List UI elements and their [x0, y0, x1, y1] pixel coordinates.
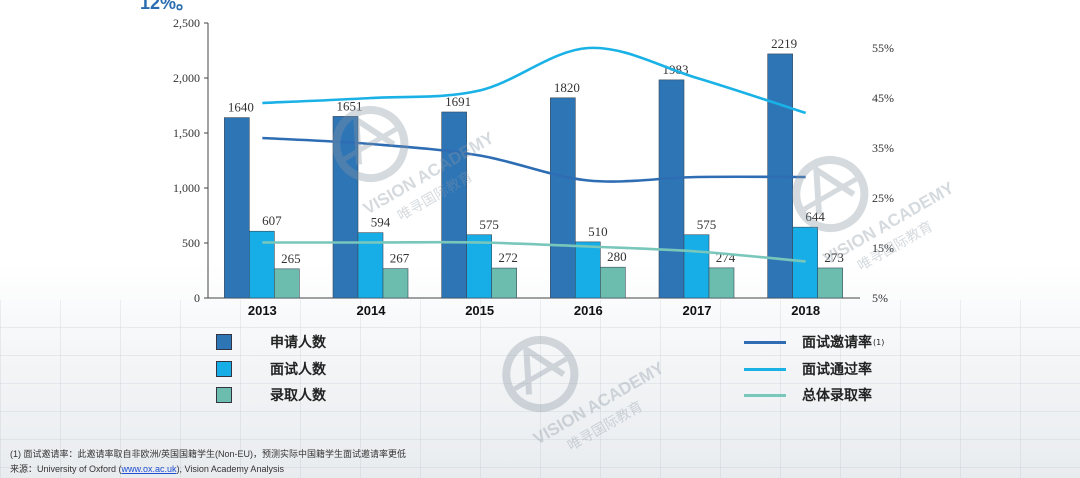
data-label: 1651	[337, 98, 363, 113]
bar	[817, 267, 843, 299]
y2-tick-label: 15%	[872, 241, 894, 255]
y2-tick-label: 35%	[872, 141, 894, 155]
y2-tick-label: 45%	[872, 91, 894, 105]
x-tick-label: 2018	[791, 303, 820, 318]
data-label: 280	[607, 249, 627, 264]
y2-tick-label: 5%	[872, 291, 888, 305]
y2-tick-label: 55%	[872, 41, 894, 55]
legend-swatch-applicants	[216, 334, 232, 350]
bar	[683, 234, 710, 299]
footnote-marker: (1)	[873, 337, 885, 347]
y-tick-label: 1,000	[173, 181, 200, 195]
legend-label: 面试人数	[270, 362, 326, 378]
data-label: 2219	[771, 36, 797, 51]
y-tick-label: 0	[194, 291, 200, 305]
legend-line-invite-rate	[744, 340, 786, 344]
background-grid	[0, 300, 1080, 478]
legend-line-pass-rate	[744, 367, 786, 371]
x-tick-label: 2015	[465, 303, 494, 318]
bar	[708, 267, 735, 299]
bar	[466, 234, 492, 299]
legend-label: 面试邀请率	[802, 335, 872, 351]
legend-item-interviewed: 面试人数	[216, 359, 326, 379]
legend-line-admit-rate	[744, 393, 786, 397]
data-label: 1691	[445, 94, 471, 109]
data-label: 594	[371, 215, 391, 230]
legend-swatch-interviewed	[216, 361, 232, 377]
data-label: 273	[824, 250, 844, 265]
x-tick-label: 2017	[683, 303, 712, 318]
rate-line	[262, 136, 806, 183]
legend-item-admit-rate: 总体录取率	[744, 385, 872, 405]
bar	[332, 116, 359, 299]
bar	[575, 241, 601, 299]
bar	[550, 97, 576, 299]
legend-item-pass-rate: 面试通过率	[744, 359, 872, 379]
bar	[441, 111, 467, 299]
legend-item-invite-rate: 面试邀请率 (1)	[744, 332, 884, 352]
source-link[interactable]: www.ox.ac.uk	[121, 464, 177, 474]
data-label: 644	[805, 209, 825, 224]
legend-label: 申请人数	[270, 335, 326, 351]
source-prefix: 来源：University of Oxford (	[10, 464, 122, 474]
legend-item-applicants: 申请人数	[216, 332, 326, 352]
source-suffix: ), Vision Academy Analysis	[176, 464, 284, 474]
footnote-note: (1) 面试邀请率：此邀请率取自非欧洲/英国国籍学生(Non-EU)，预测实际中…	[10, 449, 407, 459]
legend-label: 录取人数	[270, 388, 326, 404]
legend-swatch-admitted	[216, 387, 232, 403]
data-label: 1640	[228, 100, 254, 115]
data-label: 1820	[554, 80, 580, 95]
legend-label: 总体录取率	[802, 388, 872, 404]
data-label: 575	[479, 217, 499, 232]
x-tick-label: 2016	[574, 303, 603, 318]
y-tick-label: 2,500	[173, 16, 200, 30]
legend-item-admitted: 录取人数	[216, 385, 326, 405]
y-tick-label: 2,000	[173, 71, 200, 85]
data-label: 575	[697, 217, 717, 232]
footnote-source: 来源：University of Oxford (www.ox.ac.uk), …	[10, 462, 284, 475]
bar	[658, 79, 685, 299]
x-tick-label: 2013	[248, 303, 277, 318]
rate-line	[262, 240, 806, 263]
y-tick-label: 500	[182, 236, 200, 250]
bar	[382, 268, 409, 299]
rate-line	[262, 46, 807, 115]
bar	[491, 267, 517, 299]
legend-label: 面试通过率	[802, 362, 872, 378]
y-tick-label: 1,500	[173, 126, 200, 140]
bar	[274, 268, 300, 299]
x-tick-label: 2014	[357, 303, 387, 318]
bar	[224, 117, 250, 299]
data-label: 265	[281, 251, 301, 266]
data-label: 607	[262, 213, 282, 228]
data-label: 267	[390, 251, 410, 266]
heading-fragment: 12%。	[140, 0, 195, 13]
data-label: 272	[498, 250, 518, 265]
bar	[600, 266, 626, 299]
y2-tick-label: 25%	[872, 191, 894, 205]
data-label: 510	[588, 224, 608, 239]
